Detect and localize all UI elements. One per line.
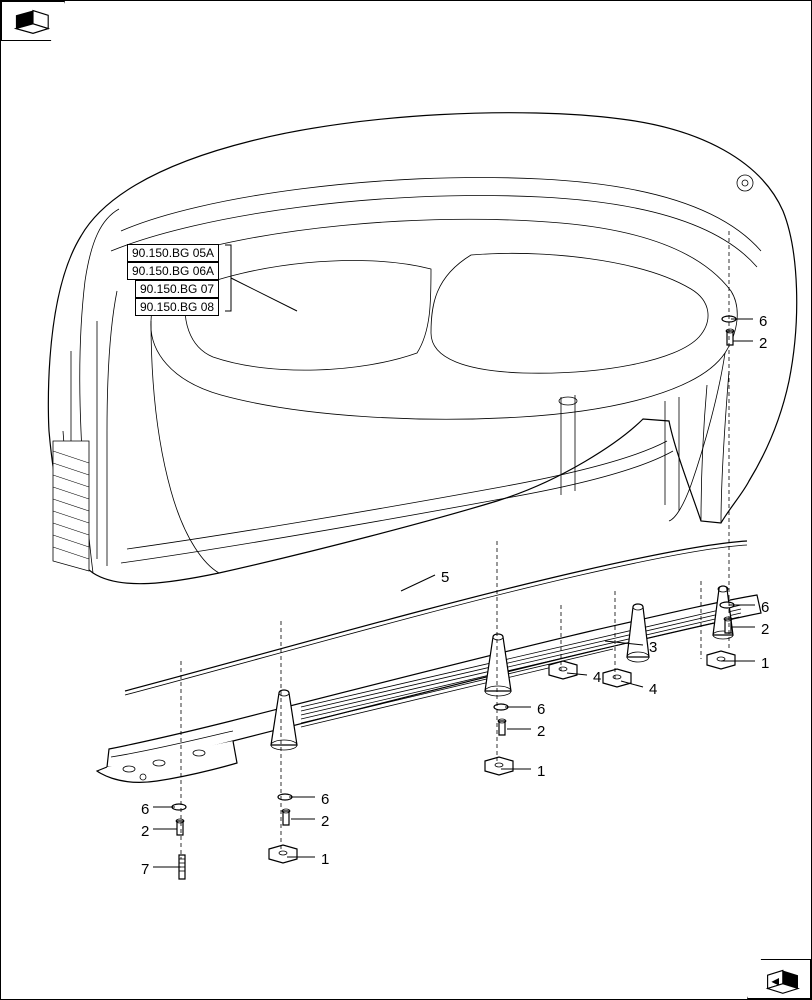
callout-6-0: 6	[759, 313, 767, 330]
callout-5-2: 5	[441, 569, 449, 586]
callout-6-15: 6	[141, 801, 149, 818]
callout-6-9: 6	[537, 701, 545, 718]
callout-2-1: 2	[759, 335, 767, 352]
callout-3-6: 3	[649, 639, 657, 656]
callout-2-4: 2	[761, 621, 769, 638]
callout-2-10: 2	[537, 723, 545, 740]
callout-1-14: 1	[321, 851, 329, 868]
callout-7-17: 7	[141, 861, 149, 878]
page-frame: 90.150.BG 05A 90.150.BG 06A 90.150.BG 07…	[0, 0, 812, 1000]
exploded-diagram	[1, 1, 812, 1000]
callout-6-12: 6	[321, 791, 329, 808]
callout-1-5: 1	[761, 655, 769, 672]
callout-2-16: 2	[141, 823, 149, 840]
callout-1-11: 1	[537, 763, 545, 780]
callout-4-7: 4	[593, 669, 601, 686]
ref-label-1: 90.150.BG 06A	[127, 262, 219, 280]
callout-2-13: 2	[321, 813, 329, 830]
callout-4-8: 4	[649, 681, 657, 698]
cab-roof-body	[48, 113, 796, 584]
ref-label-3: 90.150.BG 08	[135, 298, 219, 316]
ref-label-0: 90.150.BG 05A	[127, 244, 219, 262]
callout-6-3: 6	[761, 599, 769, 616]
ref-label-2: 90.150.BG 07	[135, 280, 219, 298]
